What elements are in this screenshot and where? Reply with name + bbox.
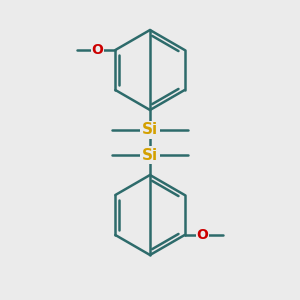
Text: O: O	[92, 43, 103, 57]
Text: Si: Si	[142, 148, 158, 163]
Text: O: O	[197, 228, 208, 242]
Text: Si: Si	[142, 122, 158, 137]
